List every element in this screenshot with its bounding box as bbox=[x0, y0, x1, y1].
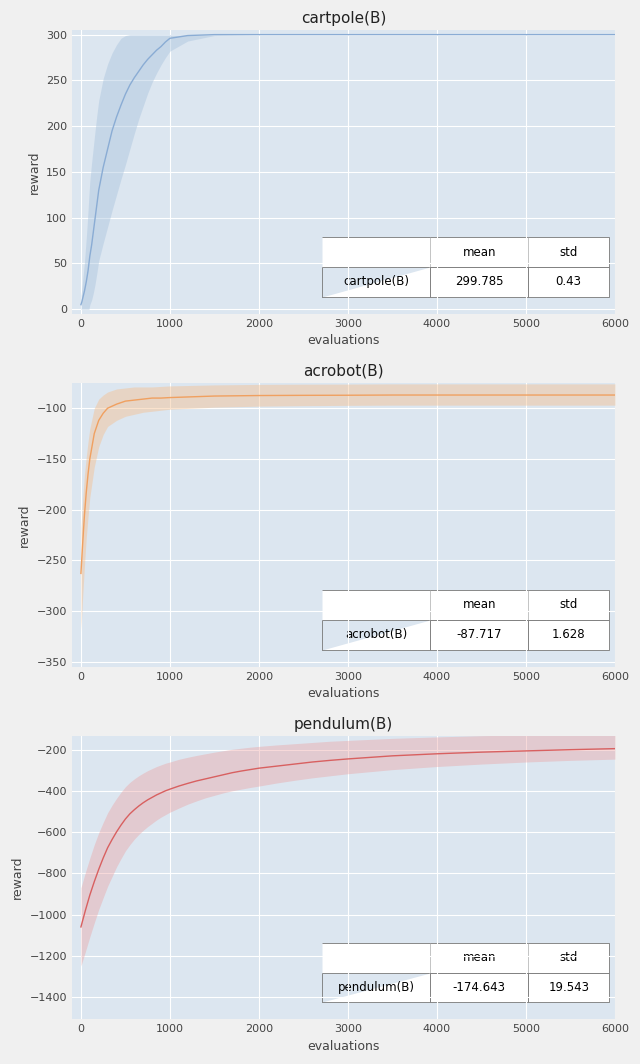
Title: cartpole(B): cartpole(B) bbox=[301, 11, 386, 27]
Title: acrobot(B): acrobot(B) bbox=[303, 364, 384, 379]
Title: pendulum(B): pendulum(B) bbox=[294, 717, 393, 732]
Y-axis label: reward: reward bbox=[28, 150, 40, 194]
Y-axis label: reward: reward bbox=[11, 855, 24, 899]
X-axis label: evaluations: evaluations bbox=[307, 1040, 380, 1053]
X-axis label: evaluations: evaluations bbox=[307, 687, 380, 700]
Y-axis label: reward: reward bbox=[18, 503, 31, 547]
X-axis label: evaluations: evaluations bbox=[307, 334, 380, 347]
